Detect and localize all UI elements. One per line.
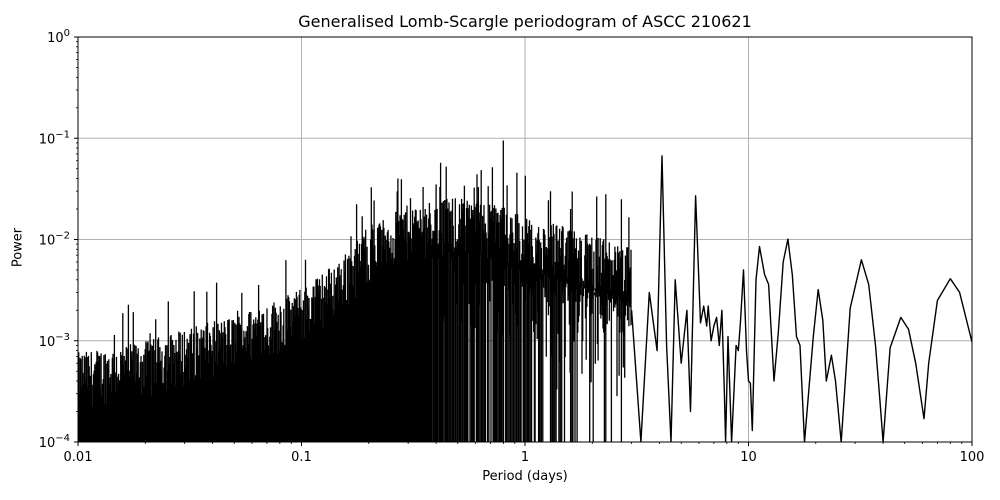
axis-ticks bbox=[74, 36, 973, 446]
y-tick-label: 10−1 bbox=[39, 129, 70, 147]
tick-labels: 0.01 0.1 1 10 100 10−4 10−3 10−2 10−1 100 bbox=[39, 28, 985, 465]
x-tick-label: 10 bbox=[740, 450, 757, 465]
x-tick-label: 100 bbox=[960, 450, 985, 465]
y-tick-label: 100 bbox=[47, 28, 70, 46]
x-tick-label: 1 bbox=[521, 450, 529, 465]
x-tick-label: 0.1 bbox=[291, 450, 312, 465]
y-tick-label: 10−4 bbox=[39, 433, 70, 451]
x-tick-label: 0.01 bbox=[64, 450, 93, 465]
y-tick-label: 10−2 bbox=[39, 231, 70, 249]
chart-title: Generalised Lomb-Scargle periodogram of … bbox=[298, 12, 752, 31]
y-tick-label: 10−3 bbox=[39, 332, 70, 350]
x-axis-label: Period (days) bbox=[482, 469, 568, 484]
periodogram-line bbox=[78, 140, 972, 442]
